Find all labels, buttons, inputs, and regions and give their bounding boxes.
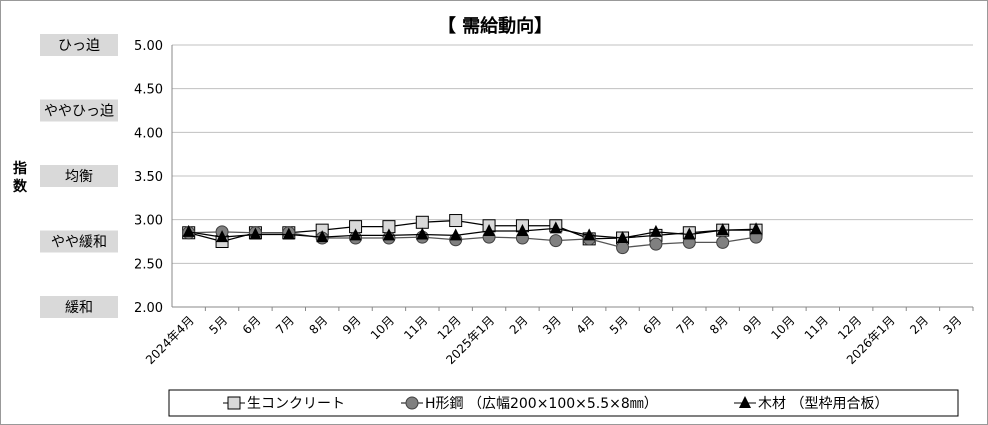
data-point-triangle <box>416 227 429 240</box>
data-point-square <box>449 214 463 228</box>
data-point-triangle <box>616 231 629 244</box>
level-label: ややひっ迫 <box>44 104 114 120</box>
x-tick-label: 7月 <box>273 313 297 337</box>
data-point-circle <box>549 234 563 248</box>
y-axis-label: 数 <box>13 178 28 195</box>
data-point-circle <box>716 235 730 249</box>
y-tick-label: 4.50 <box>134 83 163 98</box>
x-tick-label: 5月 <box>607 313 631 337</box>
data-point-triangle <box>750 222 763 235</box>
data-point-circle <box>649 237 663 251</box>
y-axis-label: 指 <box>13 160 27 177</box>
data-point-triangle <box>182 224 195 237</box>
x-tick-label: 2024年4月 <box>143 313 197 367</box>
x-tick-label: 7月 <box>674 313 698 337</box>
y-tick-label: 2.50 <box>134 257 163 272</box>
x-tick-label: 5月 <box>206 313 230 337</box>
level-box <box>40 230 118 253</box>
level-box <box>40 296 118 318</box>
x-tick-label: 8月 <box>707 313 731 337</box>
y-tick-label: 2.00 <box>134 301 163 316</box>
x-tick-label: 3月 <box>941 313 965 337</box>
data-point-triangle <box>649 224 662 237</box>
legend-marker-triangle <box>739 396 751 408</box>
data-point-triangle <box>683 227 696 240</box>
x-tick-label: 2月 <box>507 313 531 337</box>
data-point-triangle <box>282 227 295 240</box>
level-label: 緩和 <box>65 300 93 316</box>
x-tick-label: 2月 <box>907 313 931 337</box>
data-point-circle <box>616 241 630 255</box>
legend <box>168 389 959 417</box>
level-label: 均衡 <box>65 169 93 185</box>
legend-label: 生コンクリート <box>247 396 345 412</box>
x-tick-label: 3月 <box>540 313 564 337</box>
data-point-triangle <box>449 228 462 241</box>
legend-marker-square <box>227 396 241 410</box>
chart-title: 【 需給動向】 <box>438 15 552 37</box>
data-point-triangle <box>349 228 362 241</box>
x-tick-label: 11月 <box>401 313 430 342</box>
data-point-triangle <box>483 224 496 237</box>
x-tick-label: 6月 <box>640 313 664 337</box>
data-point-triangle <box>549 221 562 234</box>
y-tick-label: 4.00 <box>134 126 163 141</box>
x-tick-label: 9月 <box>340 313 364 337</box>
x-tick-label: 10月 <box>768 313 797 342</box>
level-box <box>40 99 118 122</box>
x-tick-label: 12月 <box>435 313 464 342</box>
data-point-square <box>415 215 429 229</box>
x-tick-label: 11月 <box>802 313 831 342</box>
level-box <box>40 165 118 187</box>
level-label: ひっ迫 <box>58 38 100 54</box>
legend-marker-circle <box>405 396 419 410</box>
data-point-triangle <box>382 228 395 241</box>
level-label: やや緩和 <box>51 235 107 251</box>
x-tick-label: 12月 <box>835 313 864 342</box>
x-tick-label: 9月 <box>740 313 764 337</box>
y-tick-label: 3.00 <box>134 214 163 229</box>
x-tick-label: 8月 <box>307 313 331 337</box>
data-point-triangle <box>516 224 529 237</box>
series-line <box>188 227 757 239</box>
level-box <box>40 34 118 56</box>
data-point-triangle <box>216 230 229 243</box>
data-point-triangle <box>316 230 329 243</box>
legend-label: 木材 （型枠用合板） <box>758 396 888 412</box>
y-tick-label: 5.00 <box>134 39 163 54</box>
data-point-triangle <box>583 228 596 241</box>
data-point-triangle <box>249 227 262 240</box>
y-tick-label: 3.50 <box>134 170 163 185</box>
data-point-triangle <box>716 223 729 236</box>
legend-label: H形鋼 （広幅200×100×5.5×8㎜） <box>425 396 658 412</box>
x-tick-label: 4月 <box>574 313 598 337</box>
x-tick-label: 6月 <box>240 313 264 337</box>
x-tick-label: 10月 <box>368 313 397 342</box>
